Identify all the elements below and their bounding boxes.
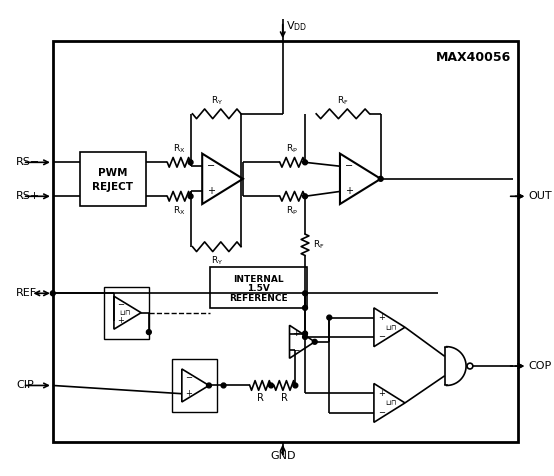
Text: R$_{\rm F}$: R$_{\rm F}$	[313, 238, 325, 251]
Text: $\sqcup\!\sqcap$: $\sqcup\!\sqcap$	[385, 323, 398, 332]
Text: OUT: OUT	[528, 191, 552, 201]
Text: −: −	[293, 346, 300, 355]
Text: −: −	[184, 373, 192, 382]
Text: −: −	[378, 332, 385, 341]
Text: REF: REF	[16, 288, 37, 298]
Text: +: +	[293, 329, 300, 338]
Bar	[104, 287, 149, 339]
Text: R: R	[281, 393, 288, 403]
Text: RS+: RS+	[16, 191, 40, 201]
Text: −: −	[345, 161, 353, 171]
Text: $\mathregular{V_{DD}}$: $\mathregular{V_{DD}}$	[286, 19, 307, 32]
Bar	[80, 152, 146, 206]
Circle shape	[207, 383, 212, 388]
Text: +: +	[117, 317, 124, 326]
Text: +: +	[378, 389, 384, 398]
Text: 1.5V: 1.5V	[247, 284, 270, 293]
Circle shape	[50, 291, 55, 296]
Circle shape	[302, 306, 307, 310]
Circle shape	[302, 194, 307, 198]
Text: −: −	[378, 408, 385, 417]
Circle shape	[302, 331, 307, 336]
Text: REJECT: REJECT	[93, 181, 134, 191]
Text: GND: GND	[270, 451, 295, 461]
Text: +: +	[378, 313, 384, 322]
Bar	[53, 41, 519, 442]
Text: −: −	[207, 161, 215, 171]
Circle shape	[312, 339, 317, 344]
Text: R$_{\rm Y}$: R$_{\rm Y}$	[211, 95, 223, 107]
Text: MAX40056: MAX40056	[435, 51, 511, 64]
Text: R$_{\rm X}$: R$_{\rm X}$	[173, 142, 185, 155]
Circle shape	[188, 194, 193, 198]
Circle shape	[221, 383, 226, 388]
Circle shape	[269, 383, 274, 388]
Circle shape	[293, 383, 297, 388]
Text: R$_{\rm Y}$: R$_{\rm Y}$	[211, 255, 223, 267]
Text: RS−: RS−	[16, 158, 40, 168]
Circle shape	[302, 291, 307, 296]
Text: $\sqcup\!\sqcap$: $\sqcup\!\sqcap$	[385, 398, 398, 407]
Text: CIP: CIP	[16, 380, 34, 390]
Text: COP: COP	[528, 361, 551, 371]
Circle shape	[467, 363, 473, 369]
Text: R$_{\rm P}$: R$_{\rm P}$	[286, 142, 299, 155]
Text: $\sqcup\!\sqcap$: $\sqcup\!\sqcap$	[119, 308, 132, 317]
Text: INTERNAL: INTERNAL	[233, 275, 284, 284]
Bar	[172, 359, 217, 412]
Text: R$_{\rm X}$: R$_{\rm X}$	[173, 204, 185, 217]
Circle shape	[302, 335, 307, 339]
Circle shape	[302, 160, 307, 165]
Bar	[210, 267, 307, 308]
Text: −: −	[117, 300, 124, 309]
Text: R: R	[257, 393, 264, 403]
Circle shape	[327, 315, 332, 320]
Text: +: +	[184, 389, 192, 398]
Circle shape	[188, 160, 193, 165]
Circle shape	[378, 177, 383, 181]
Text: REFERENCE: REFERENCE	[229, 294, 288, 303]
Text: R$_{\rm P}$: R$_{\rm P}$	[286, 204, 299, 217]
Text: +: +	[207, 187, 215, 197]
Text: R$_{\rm F}$: R$_{\rm F}$	[337, 95, 348, 107]
Text: PWM: PWM	[98, 168, 128, 178]
Circle shape	[146, 330, 151, 335]
Text: +: +	[345, 187, 353, 197]
